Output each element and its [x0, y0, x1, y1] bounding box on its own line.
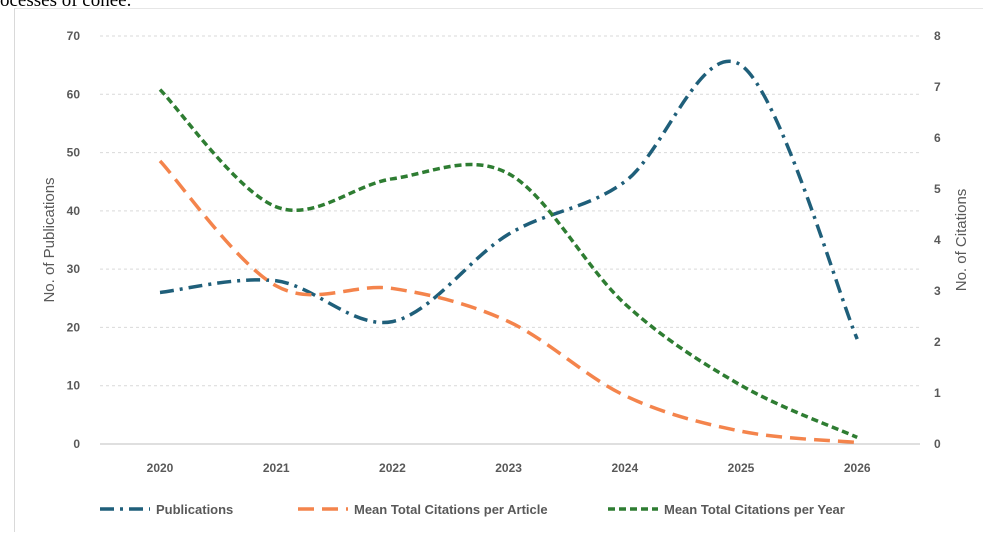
left-tick-label: 30	[67, 262, 81, 276]
right-tick-label: 2	[934, 335, 941, 349]
left-tick-label: 0	[73, 437, 80, 451]
x-axis-ticks: 2020 2021 2022 2023 2024 2025 2026	[147, 461, 871, 475]
legend-label-mean-total-citations-per-article: Mean Total Citations per Article	[354, 502, 548, 517]
left-tick-label: 70	[67, 29, 81, 43]
legend-label-mean-total-citations-per-year: Mean Total Citations per Year	[664, 502, 845, 517]
right-axis-ticks: 0 1 2 3 4 5 6 7 8	[934, 29, 941, 451]
right-tick-label: 7	[934, 80, 941, 94]
right-tick-label: 8	[934, 29, 941, 43]
gridlines	[100, 35, 920, 387]
x-tick-label: 2021	[263, 461, 290, 475]
series-line-mean-total-citations-per-article	[158, 159, 858, 445]
right-tick-label: 4	[934, 233, 941, 247]
x-tick-label: 2024	[611, 461, 638, 475]
left-axis-title: No. of Publications	[41, 177, 58, 302]
right-tick-label: 1	[934, 386, 941, 400]
right-tick-label: 0	[934, 437, 941, 451]
legend-label-publications: Publications	[156, 502, 233, 517]
right-tick-label: 5	[934, 182, 941, 196]
series-line-publications	[159, 59, 859, 340]
x-tick-label: 2026	[844, 461, 871, 475]
series-lines	[158, 59, 859, 445]
x-tick-label: 2022	[379, 461, 406, 475]
left-tick-label: 50	[67, 146, 81, 160]
left-tick-label: 40	[67, 204, 81, 218]
right-tick-label: 6	[934, 131, 941, 145]
right-axis-title: No. of Citations	[953, 189, 970, 292]
chart-frame	[14, 8, 983, 532]
x-tick-label: 2020	[147, 461, 174, 475]
left-axis-ticks: 0 10 20 30 40 50 60 70	[67, 29, 81, 451]
left-tick-label: 20	[67, 320, 81, 334]
series-line-mean-total-citations-per-year	[158, 88, 858, 439]
top-text-fragment: ocesses of conee.	[0, 0, 132, 11]
left-tick-label: 60	[67, 87, 81, 101]
left-tick-label: 10	[67, 379, 81, 393]
x-tick-label: 2025	[728, 461, 755, 475]
x-tick-label: 2023	[495, 461, 522, 475]
legend: Publications Mean Total Citations per Art…	[100, 502, 845, 517]
right-tick-label: 3	[934, 284, 941, 298]
